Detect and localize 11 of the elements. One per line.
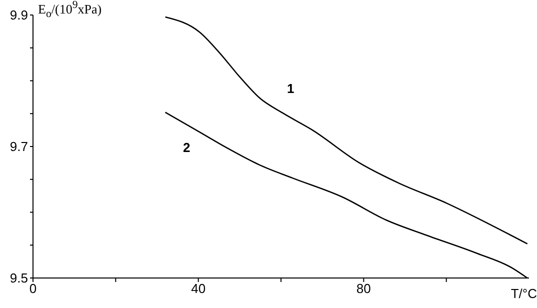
series-label: 2 — [182, 140, 190, 156]
line-series — [164, 16, 528, 244]
x-tick-label: 0 — [29, 281, 37, 296]
y-tick-label: 9.5 — [10, 270, 28, 286]
y-tick-label: 9.9 — [10, 8, 28, 23]
x-tick-label: 40 — [191, 281, 206, 296]
y-tick-label: 9.7 — [10, 139, 28, 154]
series-label: 1 — [287, 80, 294, 96]
y-axis-title: E$_{o}$/(10$^{9}$xPa) — [38, 0, 102, 20]
x-tick-label: 80 — [356, 281, 371, 296]
x-axis-title: T/°C — [510, 286, 537, 301]
